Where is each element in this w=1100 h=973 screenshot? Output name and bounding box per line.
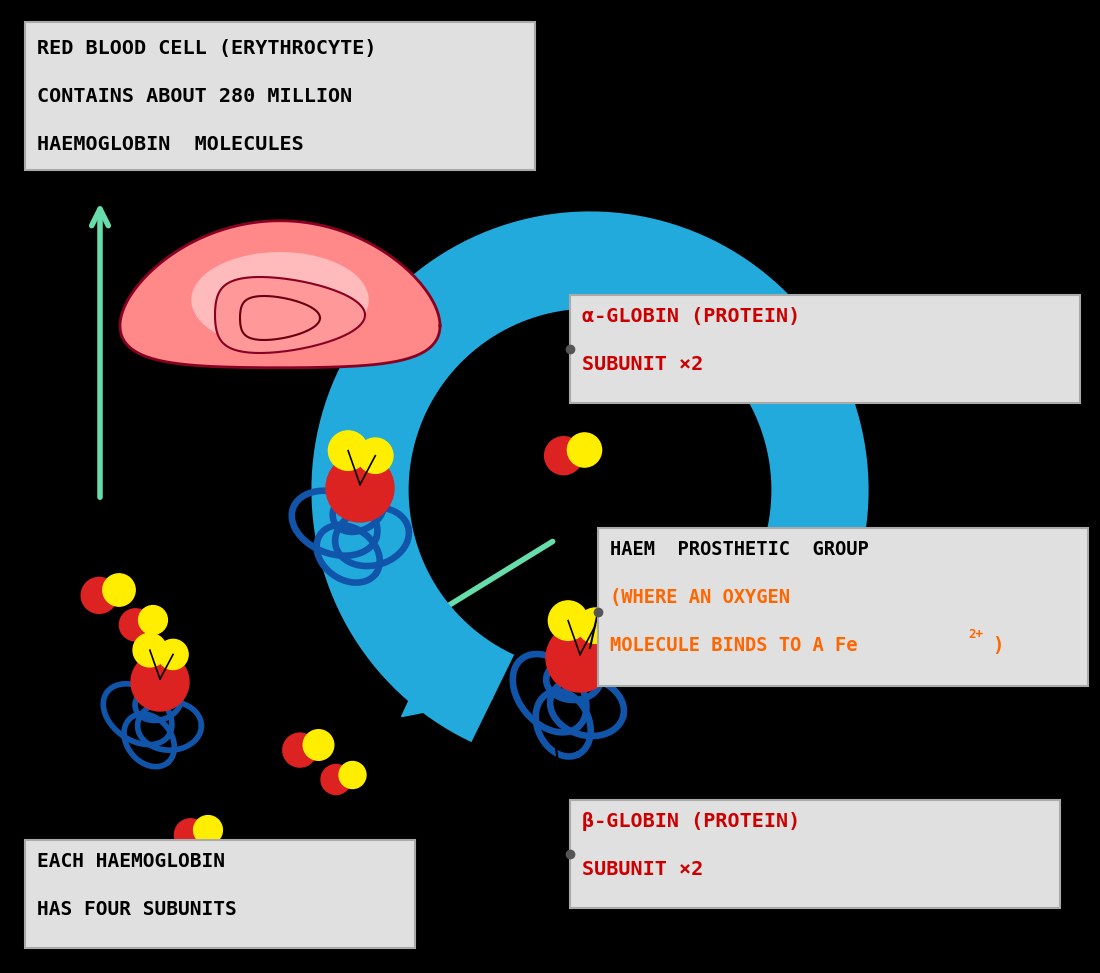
Text: SUBUNIT ×2: SUBUNIT ×2: [582, 355, 703, 374]
Circle shape: [304, 730, 333, 760]
Circle shape: [578, 608, 613, 643]
Circle shape: [133, 633, 167, 667]
Circle shape: [206, 845, 236, 875]
Circle shape: [326, 454, 394, 522]
Circle shape: [568, 433, 602, 467]
Text: HAEMOGLOBIN  MOLECULES: HAEMOGLOBIN MOLECULES: [37, 135, 304, 154]
Text: ): ): [992, 636, 1003, 655]
Circle shape: [194, 815, 222, 845]
Circle shape: [139, 605, 167, 634]
Polygon shape: [120, 221, 440, 368]
Text: (WHERE AN OXYGEN: (WHERE AN OXYGEN: [610, 588, 790, 607]
Text: MOLECULE BINDS TO A Fe: MOLECULE BINDS TO A Fe: [610, 636, 858, 655]
Text: HAS FOUR SUBUNITS: HAS FOUR SUBUNITS: [37, 900, 236, 919]
Text: CONTAINS ABOUT 280 MILLION: CONTAINS ABOUT 280 MILLION: [37, 87, 352, 106]
Text: HAEM  PROSTHETIC  GROUP: HAEM PROSTHETIC GROUP: [610, 540, 869, 559]
FancyBboxPatch shape: [570, 800, 1060, 908]
Circle shape: [549, 601, 587, 640]
FancyBboxPatch shape: [570, 295, 1080, 403]
Text: SUBUNIT ×2: SUBUNIT ×2: [582, 860, 703, 879]
Circle shape: [283, 733, 317, 767]
Text: α-GLOBIN (PROTEIN): α-GLOBIN (PROTEIN): [582, 307, 801, 326]
Circle shape: [329, 431, 367, 470]
Circle shape: [358, 438, 393, 474]
Circle shape: [81, 577, 118, 613]
Circle shape: [546, 624, 614, 692]
Circle shape: [321, 765, 351, 795]
Polygon shape: [767, 545, 857, 638]
Circle shape: [339, 762, 366, 788]
Circle shape: [131, 653, 189, 711]
Text: EACH HAEMOGLOBIN: EACH HAEMOGLOBIN: [37, 852, 226, 871]
Circle shape: [102, 574, 135, 606]
Circle shape: [175, 819, 207, 850]
Text: β-GLOBIN (PROTEIN): β-GLOBIN (PROTEIN): [582, 812, 801, 831]
Text: 2+: 2+: [968, 628, 983, 641]
Polygon shape: [402, 617, 493, 716]
Polygon shape: [192, 253, 368, 347]
Text: RED BLOOD CELL (ERYTHROCYTE): RED BLOOD CELL (ERYTHROCYTE): [37, 39, 376, 58]
Polygon shape: [214, 277, 365, 353]
Circle shape: [544, 437, 583, 475]
Circle shape: [120, 609, 152, 641]
FancyBboxPatch shape: [25, 840, 415, 948]
FancyBboxPatch shape: [25, 22, 535, 170]
Circle shape: [224, 842, 251, 869]
Circle shape: [158, 639, 188, 669]
FancyBboxPatch shape: [598, 528, 1088, 686]
